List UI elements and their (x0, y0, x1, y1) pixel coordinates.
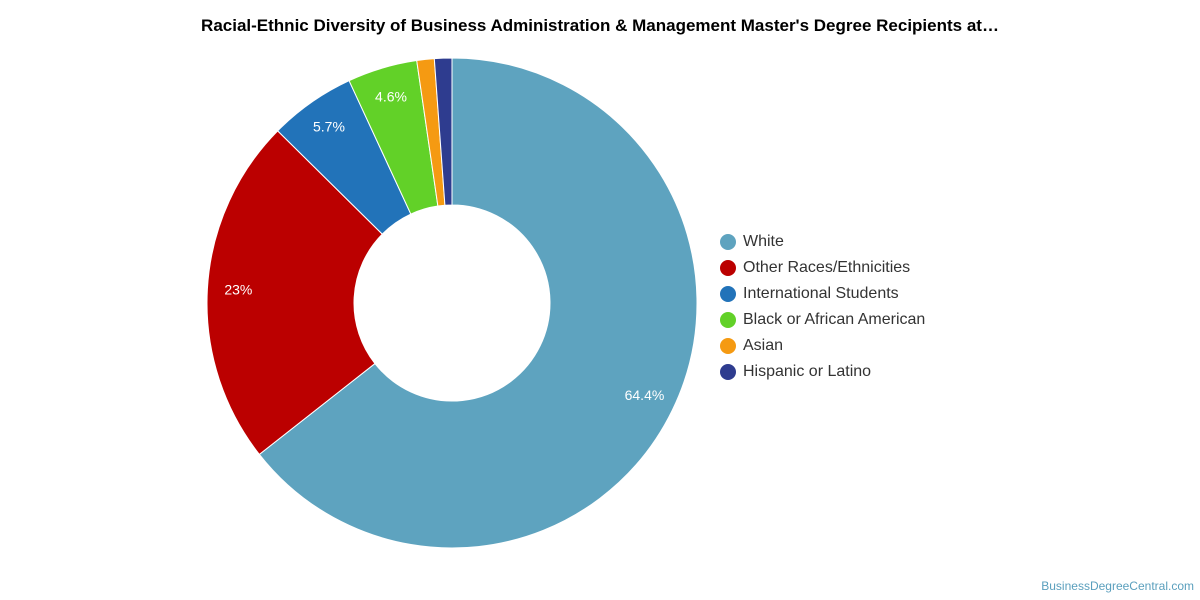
chart-legend: White Other Races/Ethnicities Internationa… (720, 229, 925, 385)
legend-label-asian: Asian (743, 337, 784, 354)
legend-marker-other-races-ethnicities (720, 260, 736, 276)
source-credit[interactable]: BusinessDegreeCentral.com (1041, 579, 1194, 593)
legend-marker-hispanic-or-latino (720, 364, 736, 380)
legend-label-other-races-ethnicities: Other Races/Ethnicities (743, 259, 911, 276)
slice-white[interactable] (258, 57, 698, 549)
data-label-black-or-african-american: 4.6% (375, 89, 407, 105)
data-label-international-students: 5.7% (313, 119, 345, 135)
legend-marker-asian (720, 338, 736, 354)
legend-label-hispanic-or-latino: Hispanic or Latino (743, 363, 872, 380)
donut-slices (206, 57, 698, 549)
data-label-other-races-ethnicities: 23% (224, 282, 252, 298)
legend-label-international-students: International Students (743, 285, 899, 302)
legend-label-black-or-african-american: Black or African American (743, 311, 926, 328)
legend-item-hispanic-or-latino[interactable]: Hispanic or Latino (720, 359, 925, 385)
chart-title: Racial-Ethnic Diversity of Business Admi… (201, 16, 999, 35)
legend-marker-black-or-african-american (720, 312, 736, 328)
legend-item-international-students[interactable]: International Students (720, 281, 925, 307)
donut-data-labels: 64.4% 23% 5.7% 4.6% (224, 89, 664, 404)
legend-item-black-or-african-american[interactable]: Black or African American (720, 307, 925, 333)
slice-hispanic-or-latino[interactable] (433, 57, 453, 206)
slice-other-races-ethnicities[interactable] (206, 130, 383, 456)
legend-label-white: White (743, 233, 784, 250)
legend-marker-white (720, 234, 736, 250)
legend-item-white[interactable]: White (720, 229, 925, 255)
legend-item-other-races-ethnicities[interactable]: Other Races/Ethnicities (720, 255, 925, 281)
legend-marker-international-students (720, 286, 736, 302)
data-label-white: 64.4% (625, 387, 665, 403)
legend-item-asian[interactable]: Asian (720, 333, 925, 359)
